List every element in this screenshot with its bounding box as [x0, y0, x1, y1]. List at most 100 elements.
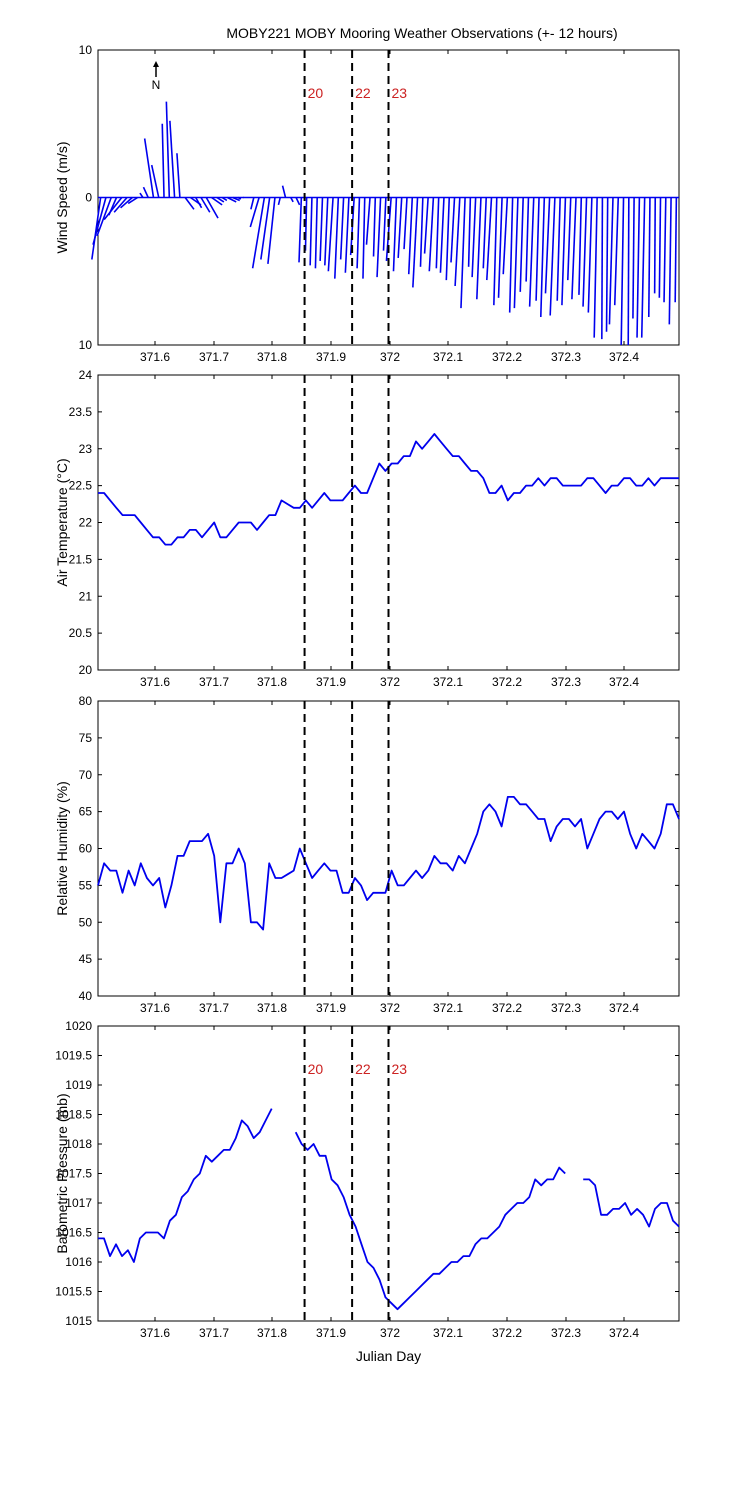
wind-vector	[519, 197, 524, 292]
wind-vector	[582, 197, 588, 307]
x-tick-label: 372	[380, 350, 400, 364]
wind-vector	[277, 197, 282, 206]
y-tick-label: 10	[79, 338, 93, 352]
wind-vector	[365, 197, 371, 245]
y-tick-label: 1018	[65, 1137, 92, 1151]
y-tick-label: 1015	[65, 1314, 92, 1328]
y-tick-label: 20	[79, 663, 93, 677]
wind-vector	[407, 197, 414, 275]
x-tick-label: 371.7	[199, 350, 229, 364]
x-tick-label: 371.9	[316, 1326, 346, 1340]
y-tick-label: 24	[79, 368, 93, 382]
x-tick-label: 372.4	[609, 1001, 639, 1015]
y-tick-label: 1016	[65, 1255, 92, 1269]
figure-title: MOBY221 MOBY Mooring Weather Observation…	[226, 25, 617, 41]
wind-vector	[295, 197, 301, 206]
wind-vector	[232, 196, 241, 202]
event-marker-label: 20	[308, 1061, 324, 1077]
wind-vector	[476, 197, 482, 300]
x-tick-label: 372.2	[492, 675, 522, 689]
x-tick-label: 372.2	[492, 1001, 522, 1015]
x-tick-label: 372.1	[433, 1326, 463, 1340]
y-tick-label: 75	[79, 731, 93, 745]
wind-vector	[528, 197, 535, 307]
wind-vector	[376, 197, 382, 278]
y-tick-label: 1018.5	[55, 1108, 92, 1122]
north-arrowhead-icon	[153, 61, 159, 67]
wind-vector	[535, 197, 540, 301]
wind-vector	[290, 197, 294, 203]
wind-vector	[497, 197, 503, 298]
x-tick-label: 371.7	[199, 675, 229, 689]
x-tick-label: 371.8	[257, 1326, 287, 1340]
wind-vector	[658, 197, 662, 298]
wind-vector	[237, 196, 242, 200]
x-tick-label: 372.3	[551, 350, 581, 364]
wind-vector	[91, 197, 102, 260]
wind-vector	[454, 197, 461, 287]
wind-vector	[260, 197, 271, 260]
wind-vector	[482, 197, 488, 269]
y-tick-label: 65	[79, 805, 93, 819]
wind-vector	[663, 197, 667, 303]
wind-vector	[674, 197, 678, 303]
wind-vector	[267, 197, 276, 264]
wind-vector	[113, 196, 128, 213]
x-tick-label: 371.6	[140, 350, 170, 364]
wind-vector	[513, 197, 519, 309]
x-tick-label: 372.1	[433, 675, 463, 689]
wind-vector	[549, 197, 556, 316]
event-marker-label: 22	[355, 85, 371, 101]
wind-vector	[195, 197, 203, 209]
wind-vector	[561, 197, 567, 306]
y-tick-label: 1017.5	[55, 1167, 92, 1181]
y-tick-label: 0	[85, 191, 92, 205]
wind-vector	[205, 197, 219, 219]
y-tick-label: 21	[79, 589, 93, 603]
x-tick-label: 372.2	[492, 1326, 522, 1340]
x-tick-label: 372.3	[551, 1326, 581, 1340]
x-tick-label: 372	[380, 675, 400, 689]
wind-vector	[92, 197, 107, 245]
wind-vector	[176, 153, 181, 198]
x-tick-label: 372.4	[609, 1326, 639, 1340]
wind-vector	[165, 101, 171, 198]
y-tick-label: 1019.5	[55, 1049, 92, 1063]
wind-vector	[544, 197, 551, 294]
x-tick-label: 371.6	[140, 675, 170, 689]
wind-vector	[362, 197, 366, 279]
x-axis-label: Julian Day	[356, 1348, 421, 1364]
north-label: N	[152, 78, 161, 92]
x-tick-label: 371.9	[316, 350, 346, 364]
wind-vector	[608, 197, 614, 325]
wind-vector	[385, 197, 392, 261]
wind-vector	[200, 197, 211, 213]
wind-vector	[403, 197, 408, 250]
wind-vector	[412, 197, 419, 288]
wind-vector	[304, 197, 308, 251]
relative-humidity-panel: 371.6 371.7 371.8 371.9 372 372.1 372.2 372.3 37…	[54, 694, 680, 1015]
wind-vector	[249, 197, 260, 228]
wind-vector	[471, 197, 477, 278]
wind-vector	[339, 197, 345, 260]
wind-vector	[309, 197, 313, 266]
barometric-pressure-panel: 371.6 371.7 371.8 371.9 372 372.1 372.2 372.3 37…	[54, 1019, 680, 1364]
y-tick-label: 21.5	[69, 552, 93, 566]
wind-vector	[96, 197, 112, 237]
wind-vector	[539, 197, 546, 317]
wind-vector	[601, 197, 604, 340]
wind-vector	[250, 197, 255, 210]
y-tick-label: 1017	[65, 1196, 92, 1210]
x-tick-label: 371.8	[257, 350, 287, 364]
y-axis-label: Wind Speed (m/s)	[54, 141, 70, 253]
x-tick-label: 371.9	[316, 1001, 346, 1015]
x-tick-label: 372	[380, 1001, 400, 1015]
wind-vector	[221, 196, 228, 202]
wind-vector	[636, 197, 641, 338]
wind-vector	[486, 197, 493, 281]
event-marker-label: 23	[392, 85, 408, 101]
relative-humidity-line	[97, 796, 680, 931]
wind-speed-panel: 371.6 371.7 371.8 371.9 372 372.1 372.2 372.3 37…	[54, 43, 680, 364]
wind-vector	[298, 197, 303, 263]
